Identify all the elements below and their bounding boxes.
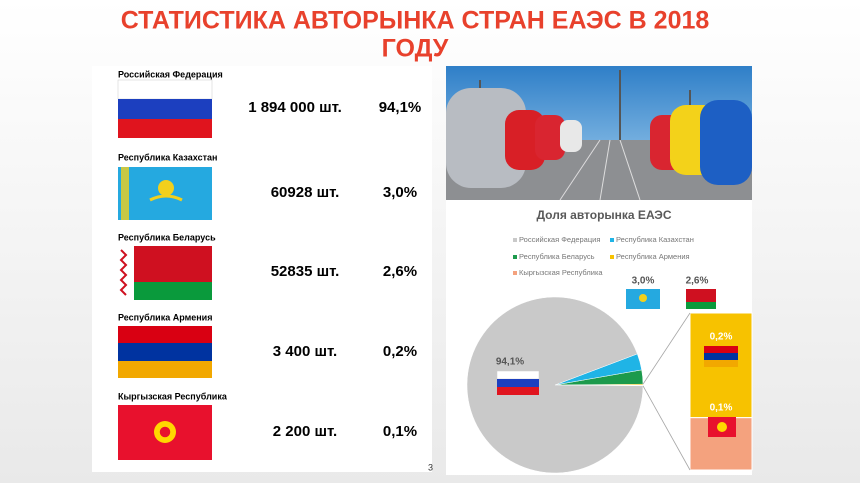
pie-slice xyxy=(466,296,644,474)
data-label: 94,1% xyxy=(496,357,524,368)
flags xyxy=(117,79,213,460)
photo xyxy=(446,66,752,201)
country-name: Республика Казахстан xyxy=(118,152,217,162)
legend-swatch xyxy=(513,255,517,259)
data-label: 3,0% xyxy=(632,276,655,287)
connector xyxy=(642,385,691,471)
country-name: Республика Армения xyxy=(118,312,212,322)
amount: 60928 шт. xyxy=(271,184,340,201)
legend-label: Кыргызская Республика xyxy=(519,268,603,277)
page-number: 3 xyxy=(428,462,433,472)
country-name: Республика Беларусь xyxy=(118,232,216,242)
country-name: Российская Федерация xyxy=(118,69,223,79)
share: 94,1% xyxy=(379,99,422,116)
legend-label: Российская Федерация xyxy=(519,235,600,244)
data-label: 2,6% xyxy=(686,276,709,287)
data-label: 0,2% xyxy=(710,332,733,343)
legend-label: Республика Казахстан xyxy=(616,235,694,244)
country-name: Кыргызская Республика xyxy=(118,391,228,401)
chart-title: Доля авторынка ЕАЭС xyxy=(536,208,671,222)
share: 0,1% xyxy=(383,423,417,440)
legend-swatch xyxy=(513,238,517,242)
share: 3,0% xyxy=(383,184,417,201)
legend-label: Республика Беларусь xyxy=(519,252,595,261)
share: 2,6% xyxy=(383,263,417,280)
amount: 1 894 000 шт. xyxy=(248,99,342,116)
legend-swatch xyxy=(610,255,614,259)
legend-swatch xyxy=(610,238,614,242)
amount: 52835 шт. xyxy=(271,263,340,280)
share: 0,2% xyxy=(383,343,417,360)
legend-swatch xyxy=(513,271,517,275)
chart-flags xyxy=(496,289,738,437)
legend-label: Республика Армения xyxy=(616,252,690,261)
title-line: СТАТИСТИКА АВТОРЫНКА СТРАН ЕАЭС В 2018 xyxy=(121,7,710,35)
data-label: 0,1% xyxy=(710,403,733,414)
amount: 3 400 шт. xyxy=(273,343,337,360)
connector xyxy=(642,312,691,385)
amount: 2 200 шт. xyxy=(273,423,337,440)
title-line: ГОДУ xyxy=(382,35,449,63)
